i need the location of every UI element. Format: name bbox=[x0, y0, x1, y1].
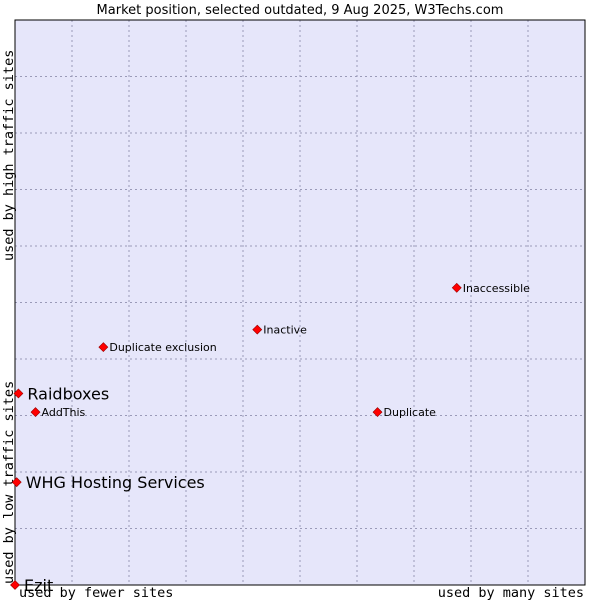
plot-border bbox=[14, 19, 586, 586]
data-point: WHG Hosting Services bbox=[11, 473, 205, 492]
data-point: Duplicate bbox=[372, 406, 437, 419]
data-point: Inactive bbox=[252, 324, 307, 337]
data-point-label: Inactive bbox=[263, 324, 307, 337]
data-point-label: Ezit bbox=[24, 576, 53, 595]
data-point: Raidboxes bbox=[13, 384, 109, 403]
data-point-marker bbox=[13, 388, 24, 399]
grid-lines bbox=[15, 20, 585, 585]
data-point-label: Duplicate exclusion bbox=[109, 341, 216, 354]
data-point: AddThis bbox=[30, 406, 86, 419]
data-point: Duplicate exclusion bbox=[98, 341, 217, 354]
data-point-label: Raidboxes bbox=[27, 384, 109, 403]
x-axis-label-right: used by many sites bbox=[438, 585, 584, 600]
data-points: Inaccessible Inactive Duplicate exclusion R… bbox=[10, 282, 530, 595]
data-point: Inaccessible bbox=[451, 282, 530, 295]
data-point-marker bbox=[10, 580, 20, 590]
y-axis-label-high: used by high traffic sites bbox=[1, 50, 17, 261]
data-point-marker bbox=[98, 342, 109, 353]
data-point-label: AddThis bbox=[42, 406, 86, 419]
data-point: Ezit bbox=[10, 576, 53, 595]
x-axis-label-left: used by fewer sites bbox=[19, 585, 173, 600]
data-point-label: Inaccessible bbox=[463, 282, 530, 295]
data-point-marker bbox=[451, 282, 462, 293]
data-point-label: Duplicate bbox=[384, 406, 437, 419]
data-point-marker bbox=[252, 324, 263, 335]
data-point-marker bbox=[30, 407, 41, 418]
data-point-marker bbox=[372, 407, 383, 418]
y-axis-label-low: used by low traffic sites bbox=[1, 381, 17, 584]
data-point-label: WHG Hosting Services bbox=[26, 473, 205, 492]
chart-title: Market position, selected outdated, 9 Au… bbox=[97, 3, 504, 18]
data-point-marker bbox=[11, 477, 22, 488]
